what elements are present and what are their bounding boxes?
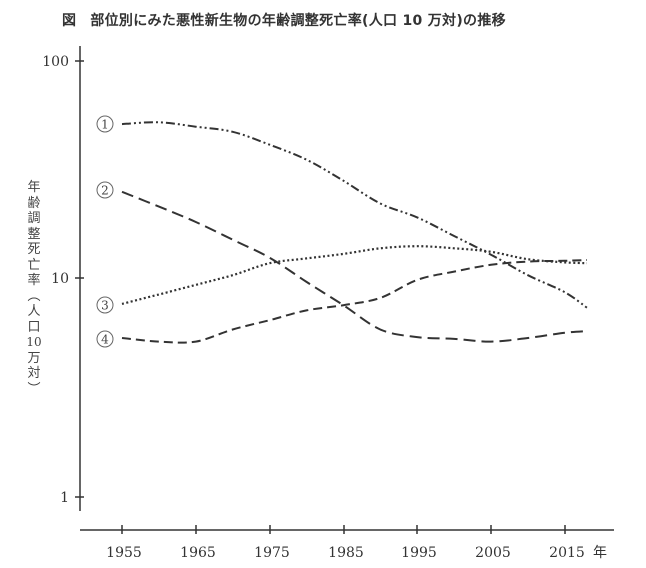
x-tick-1995: 1995 bbox=[401, 545, 437, 561]
x-tick-2015: 2015 bbox=[549, 545, 585, 561]
y-label-char: 調 bbox=[27, 211, 41, 226]
y-label-char: 率 bbox=[27, 273, 41, 288]
y-label-char: 整 bbox=[27, 226, 41, 242]
y-label-char: 万 bbox=[27, 350, 41, 366]
chart-title-text: 部位別にみた悪性新生物の年齢調整死亡率(人口 10 万対)の推移 bbox=[90, 13, 506, 29]
figure-label: 図 bbox=[62, 13, 77, 29]
series-line-2 bbox=[121, 190, 587, 343]
y-label-char: 口 bbox=[27, 319, 41, 335]
svg-text:1: 1 bbox=[101, 118, 109, 132]
x-axis bbox=[80, 525, 614, 534]
chart-title: 図部位別にみた悪性新生物の年齢調整死亡率(人口 10 万対)の推移 bbox=[62, 10, 506, 30]
x-tick-1985: 1985 bbox=[328, 545, 364, 561]
x-tick-1955: 1955 bbox=[106, 545, 142, 561]
y-label-char: 10 bbox=[26, 335, 42, 349]
y-label-char: 年 bbox=[27, 180, 41, 195]
y-axis bbox=[75, 46, 84, 511]
y-tick-1: 1 bbox=[60, 490, 69, 506]
y-label-char: ︶ bbox=[27, 381, 41, 397]
y-tick-labels: 100 10 1 bbox=[42, 54, 69, 506]
x-tick-1975: 1975 bbox=[254, 545, 290, 561]
svg-text:3: 3 bbox=[101, 299, 109, 313]
y-label-char: 亡 bbox=[27, 257, 41, 273]
y-label-char: 齢 bbox=[27, 195, 41, 211]
marker-1: 1 bbox=[96, 115, 114, 133]
marker-3: 3 bbox=[96, 296, 114, 314]
marker-4: 4 bbox=[96, 330, 114, 348]
y-label-char: ︵ bbox=[27, 288, 41, 304]
y-label-char: 人 bbox=[27, 304, 41, 319]
y-axis-label: 年 齢 調 整 死 亡 率 ︵ 人 口 10 万 対 ︶ bbox=[26, 180, 42, 397]
x-tick-2005: 2005 bbox=[475, 545, 511, 561]
series-line-4 bbox=[121, 259, 587, 344]
x-tick-labels: 1955 1965 1975 1985 1995 2005 2015 年 bbox=[106, 545, 607, 561]
y-label-char: 死 bbox=[27, 242, 41, 257]
y-tick-100: 100 bbox=[42, 54, 69, 70]
series-line-3 bbox=[121, 245, 587, 305]
x-unit-label: 年 bbox=[593, 545, 607, 561]
y-tick-10: 10 bbox=[51, 271, 69, 287]
x-tick-1965: 1965 bbox=[180, 545, 216, 561]
series-line-1 bbox=[121, 121, 588, 309]
svg-text:4: 4 bbox=[101, 333, 109, 347]
series-markers: 1 2 3 4 bbox=[96, 115, 114, 348]
series-lines bbox=[121, 121, 588, 344]
marker-2: 2 bbox=[96, 181, 114, 199]
y-label-char: 対 bbox=[27, 366, 41, 381]
svg-text:2: 2 bbox=[101, 184, 109, 198]
